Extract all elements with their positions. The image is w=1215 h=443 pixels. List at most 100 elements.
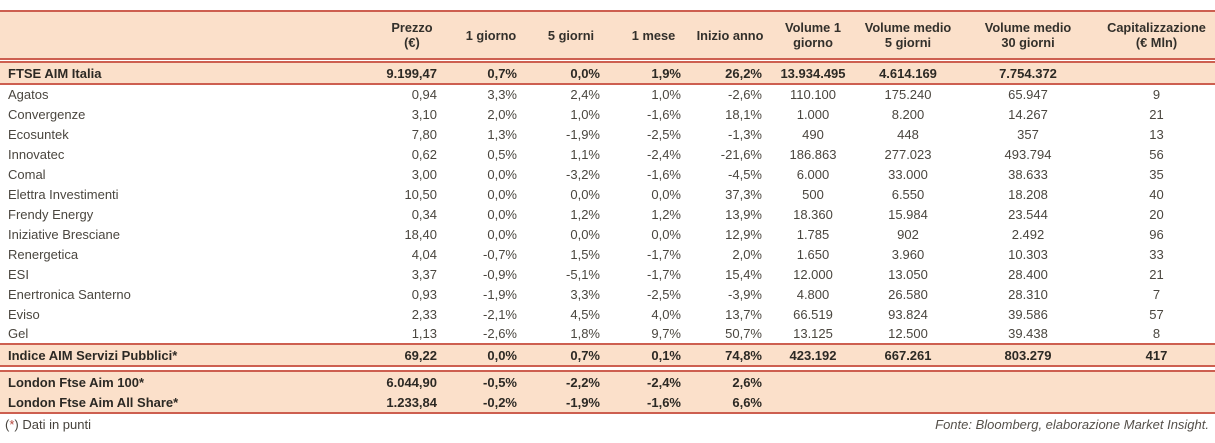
cell-name: Frendy Energy: [0, 204, 372, 224]
cell-inizio-anno: -3,9%: [695, 284, 768, 304]
cell-prezzo: 7,80: [372, 124, 455, 144]
table-row-iniziative-bresciane: Iniziative Bresciane 18,40 0,0% 0,0% 0,0% 12,…: [0, 224, 1215, 244]
cell-prezzo: 3,37: [372, 264, 455, 284]
cell-inizio-anno: 26,2%: [695, 62, 768, 85]
table-row-innovatec: Innovatec 0,62 0,5% 1,1% -2,4% -21,6% 186.863 2…: [0, 144, 1215, 164]
col-header-inizio-anno: Inizio anno: [695, 10, 768, 60]
cell-name: Agatos: [0, 84, 372, 104]
cell-giorni-5: 1,0%: [530, 104, 615, 124]
cell-volume-medio-30-giorni: [958, 392, 1098, 414]
col-header-name: [0, 10, 372, 60]
cell-inizio-anno: 18,1%: [695, 104, 768, 124]
cell-volume-medio-30-giorni: 38.633: [958, 164, 1098, 184]
cell-giorno-1: 0,5%: [455, 144, 530, 164]
cell-volume-medio-5-giorni: 13.050: [858, 264, 958, 284]
header-row: Prezzo (€) 1 giorno 5 giorni 1 mese Inizio an…: [0, 10, 1215, 60]
cell-name: ESI: [0, 264, 372, 284]
cell-capitalizzazione: 96: [1098, 224, 1215, 244]
cell-prezzo: 69,22: [372, 343, 455, 367]
cell-mese-1: -1,6%: [615, 392, 695, 414]
col-header-giorno-1: 1 giorno: [455, 10, 530, 60]
col-header-volume-medio-30-giorni: Volume medio 30 giorni: [958, 10, 1098, 60]
cell-mese-1: -1,6%: [615, 164, 695, 184]
cell-giorni-5: 0,0%: [530, 62, 615, 85]
cell-volume-medio-30-giorni: 493.794: [958, 144, 1098, 164]
cell-mese-1: 1,0%: [615, 84, 695, 104]
cell-volume-1-giorno: 66.519: [768, 304, 858, 324]
footnote-paren-open: (: [5, 417, 10, 432]
col-header-volume-1-giorno: Volume 1 giorno: [768, 10, 858, 60]
cell-capitalizzazione: 56: [1098, 144, 1215, 164]
cell-mese-1: 1,2%: [615, 204, 695, 224]
cell-capitalizzazione: 8: [1098, 324, 1215, 344]
cell-capitalizzazione: 13: [1098, 124, 1215, 144]
table-row-ftse-aim-italia: FTSE AIM Italia 9.199,47 0,7% 0,0% 1,9% 26,2%…: [0, 62, 1215, 85]
cell-volume-medio-5-giorni: 667.261: [858, 343, 958, 367]
cell-giorni-5: 4,5%: [530, 304, 615, 324]
cell-volume-medio-30-giorni: 23.544: [958, 204, 1098, 224]
cell-giorno-1: 0,0%: [455, 224, 530, 244]
col-header-giorni-5: 5 giorni: [530, 10, 615, 60]
cell-volume-medio-5-giorni: [858, 392, 958, 414]
cell-name: Convergenze: [0, 104, 372, 124]
table-row-esi: ESI 3,37 -0,9% -5,1% -1,7% 15,4% 12.000 13.050 2…: [0, 264, 1215, 284]
cell-giorni-5: -5,1%: [530, 264, 615, 284]
cell-name: FTSE AIM Italia: [0, 62, 372, 85]
cell-inizio-anno: 13,9%: [695, 204, 768, 224]
col-header-prezzo: Prezzo (€): [372, 10, 455, 60]
cell-inizio-anno: 6,6%: [695, 392, 768, 414]
cell-volume-1-giorno: 186.863: [768, 144, 858, 164]
cell-volume-medio-5-giorni: 6.550: [858, 184, 958, 204]
cell-prezzo: 1.233,84: [372, 392, 455, 414]
separator-row: [0, 59, 1215, 63]
cell-capitalizzazione: [1098, 62, 1215, 85]
cell-volume-1-giorno: [768, 392, 858, 414]
cell-giorno-1: 0,7%: [455, 62, 530, 85]
cell-giorno-1: 0,0%: [455, 343, 530, 367]
table-row-london-ftse-aim-100: London Ftse Aim 100* 6.044,90 -0,5% -2,2% -2…: [0, 371, 1215, 392]
cell-name: Enertronica Santerno: [0, 284, 372, 304]
cell-prezzo: 18,40: [372, 224, 455, 244]
cell-capitalizzazione: 33: [1098, 244, 1215, 264]
cell-inizio-anno: 13,7%: [695, 304, 768, 324]
cell-giorno-1: 0,0%: [455, 184, 530, 204]
cell-volume-1-giorno: 500: [768, 184, 858, 204]
cell-volume-1-giorno: 423.192: [768, 343, 858, 367]
cell-capitalizzazione: [1098, 371, 1215, 392]
cell-name: London Ftse Aim 100*: [0, 371, 372, 392]
table-row-gel: Gel 1,13 -2,6% 1,8% 9,7% 50,7% 13.125 12.500 39.…: [0, 324, 1215, 344]
source-attribution: Fonte: Bloomberg, elaborazione Market In…: [935, 417, 1209, 432]
cell-volume-medio-5-giorni: 12.500: [858, 324, 958, 344]
cell-capitalizzazione: 21: [1098, 264, 1215, 284]
cell-mese-1: 0,1%: [615, 343, 695, 367]
cell-capitalizzazione: 21: [1098, 104, 1215, 124]
cell-volume-1-giorno: 110.100: [768, 84, 858, 104]
cell-inizio-anno: 74,8%: [695, 343, 768, 367]
cell-giorni-5: 0,0%: [530, 224, 615, 244]
cell-volume-medio-30-giorni: 7.754.372: [958, 62, 1098, 85]
cell-inizio-anno: 2,0%: [695, 244, 768, 264]
cell-prezzo: 3,00: [372, 164, 455, 184]
cell-giorni-5: -1,9%: [530, 392, 615, 414]
table-row-convergenze: Convergenze 3,10 2,0% 1,0% -1,6% 18,1% 1.000 8.…: [0, 104, 1215, 124]
cell-giorni-5: 0,0%: [530, 184, 615, 204]
cell-volume-medio-30-giorni: 357: [958, 124, 1098, 144]
cell-volume-1-giorno: 1.785: [768, 224, 858, 244]
cell-mese-1: -1,6%: [615, 104, 695, 124]
cell-mese-1: 4,0%: [615, 304, 695, 324]
cell-inizio-anno: -2,6%: [695, 84, 768, 104]
cell-volume-medio-30-giorni: 18.208: [958, 184, 1098, 204]
separator-row: [0, 366, 1215, 372]
cell-volume-medio-5-giorni: 26.580: [858, 284, 958, 304]
cell-volume-medio-30-giorni: [958, 371, 1098, 392]
cell-giorni-5: 0,7%: [530, 343, 615, 367]
cell-giorno-1: 2,0%: [455, 104, 530, 124]
cell-prezzo: 0,94: [372, 84, 455, 104]
cell-name: Innovatec: [0, 144, 372, 164]
cell-giorni-5: 3,3%: [530, 284, 615, 304]
col-header-capitalizzazione: Capitalizzazione (€ Mln): [1098, 10, 1215, 60]
table-row-enertronica-santerno: Enertronica Santerno 0,93 -1,9% 3,3% -2,5% -3…: [0, 284, 1215, 304]
cell-inizio-anno: -1,3%: [695, 124, 768, 144]
footnote-text: ) Dati in punti: [14, 417, 91, 432]
cell-volume-medio-30-giorni: 39.438: [958, 324, 1098, 344]
